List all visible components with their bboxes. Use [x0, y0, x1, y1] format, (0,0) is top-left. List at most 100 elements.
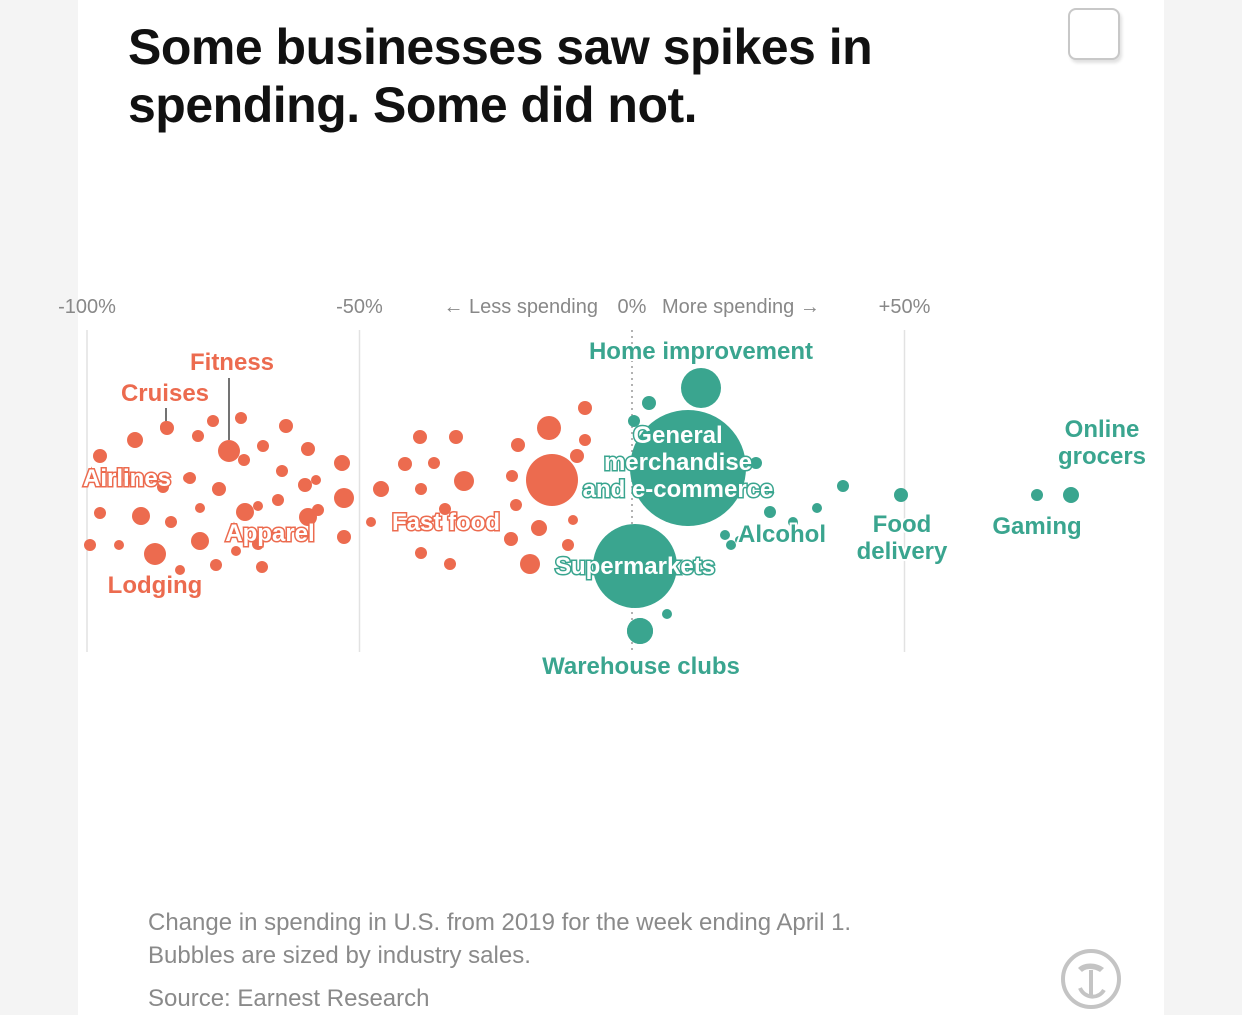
- bubble: [415, 483, 427, 495]
- bubble: [207, 415, 219, 427]
- bubble: [84, 539, 96, 551]
- bubble: [788, 517, 798, 527]
- bubble: [642, 396, 656, 410]
- bubble: [231, 546, 241, 556]
- label-general-merchandise-and-e-commerce: General: [633, 422, 722, 449]
- x-tick-label: -50%: [336, 296, 383, 318]
- bubble: [812, 503, 822, 513]
- bubble: [568, 515, 578, 525]
- bubble-food-delivery: [894, 488, 908, 502]
- bubble: [720, 530, 730, 540]
- bubble: [750, 457, 762, 469]
- bubble: [537, 416, 561, 440]
- bubble: [94, 507, 106, 519]
- axis-labels: -100% -50% 0% +50% ← Less spending More spend…: [58, 296, 930, 318]
- label-gaming: Gaming: [992, 513, 1081, 540]
- bubble-alcohol: [735, 536, 743, 544]
- label-fast-food: Fast food: [392, 509, 500, 536]
- gridlines: [86, 330, 906, 652]
- bubble: [298, 478, 312, 492]
- label-online-grocers: grocers: [1058, 443, 1146, 470]
- bubble: [526, 454, 578, 506]
- bubble: [311, 475, 321, 485]
- bubble: [662, 609, 672, 619]
- checkbox[interactable]: [1068, 8, 1120, 60]
- bubble: [132, 507, 150, 525]
- caption-line-2: Bubbles are sized by industry sales.: [148, 942, 531, 969]
- bubble: [504, 532, 518, 546]
- bubble: [191, 532, 209, 550]
- label-supermarkets: Supermarkets: [555, 553, 715, 580]
- label-fitness: Fitness: [190, 349, 274, 376]
- bubble: [506, 470, 518, 482]
- source-note: Source: Earnest Research: [148, 985, 430, 1012]
- bubble: [114, 540, 124, 550]
- bubble: [570, 449, 584, 463]
- label-home-improvement: Home improvement: [589, 338, 813, 365]
- bubble: [276, 465, 288, 477]
- bubble: [511, 438, 525, 452]
- bubble: [628, 415, 640, 427]
- bubble-supermarkets: [593, 524, 677, 608]
- bubble: [272, 494, 284, 506]
- bubble: [837, 480, 849, 492]
- bubble: [334, 488, 354, 508]
- bubble: [415, 547, 427, 559]
- less-spending-label: ← Less spending: [443, 296, 598, 318]
- bubble-fitness: [218, 440, 240, 462]
- bubble-warehouse-clubs: [627, 618, 653, 644]
- bubble: [212, 482, 226, 496]
- bubble: [157, 481, 169, 493]
- bubble: [337, 530, 351, 544]
- label-lodging: Lodging: [108, 572, 203, 599]
- bubble: [579, 434, 591, 446]
- bubble: [165, 516, 177, 528]
- x-tick-label: -100%: [58, 296, 116, 318]
- bubble: [253, 501, 263, 511]
- bubble: [764, 506, 776, 518]
- bubble: [398, 457, 412, 471]
- caption-line-1: Change in spending in U.S. from 2019 for…: [148, 909, 852, 936]
- bubble-home-improvement: [681, 368, 721, 408]
- bubbles: [84, 368, 1079, 644]
- bubble-lodging: [144, 543, 166, 565]
- bubble: [256, 561, 268, 573]
- more-spending-label: More spending →: [662, 296, 820, 318]
- bubble: [454, 471, 474, 491]
- bubble: [726, 540, 736, 550]
- label-airlines: Airlines: [83, 465, 171, 492]
- bubble-general-merchandise-and-e-commerce: [630, 410, 746, 526]
- label-general-merchandise-and-e-commerce: merchandise: [604, 449, 752, 476]
- bubble: [510, 499, 522, 511]
- bubble: [238, 454, 250, 466]
- label-apparel: Apparel: [225, 520, 314, 547]
- bubble: [236, 503, 254, 521]
- bubble: [449, 430, 463, 444]
- bubble: [373, 481, 389, 497]
- bubble: [531, 520, 547, 536]
- bubble: [235, 412, 247, 424]
- label-food-delivery: Food: [873, 511, 932, 538]
- bubble-fast-food: [366, 517, 376, 527]
- label-food-delivery: delivery: [857, 538, 948, 565]
- chart-title: Some businesses saw spikes in spending. …: [128, 19, 873, 133]
- bubble: [192, 430, 204, 442]
- bubble: [428, 457, 440, 469]
- bubble: [578, 401, 592, 415]
- label-alcohol: Alcohol: [738, 521, 826, 548]
- label-cruises: Cruises: [121, 380, 209, 407]
- bubble-gaming: [1031, 489, 1043, 501]
- bubble: [413, 430, 427, 444]
- bubble: [334, 455, 350, 471]
- bubble: [279, 419, 293, 433]
- bubble: [301, 442, 315, 456]
- bubble-apparel: [299, 508, 317, 526]
- bubble: [257, 440, 269, 452]
- bubble: [562, 539, 574, 551]
- label-general-merchandise-and-e-commerce: and e-commerce: [583, 476, 774, 503]
- label-warehouse-clubs: Warehouse clubs: [542, 653, 740, 680]
- bubble: [439, 503, 451, 515]
- x-tick-label: +50%: [879, 296, 931, 318]
- bubble-airlines: [183, 473, 193, 483]
